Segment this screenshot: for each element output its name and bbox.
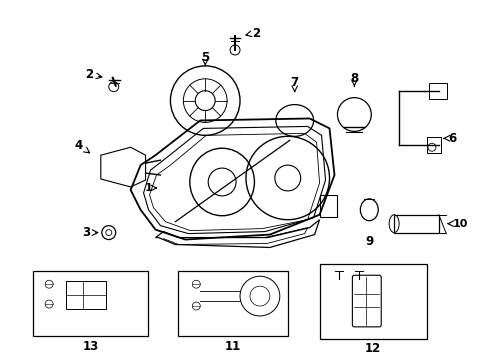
Text: 1: 1	[144, 183, 152, 193]
Text: 5: 5	[201, 51, 209, 64]
Bar	[319, 264, 426, 339]
Text: 2: 2	[84, 68, 93, 81]
Bar	[66, 281, 105, 309]
Text: 2: 2	[251, 27, 260, 40]
Bar	[428, 83, 446, 99]
Text: 7: 7	[290, 76, 298, 89]
Text: 10: 10	[452, 219, 468, 229]
Text: 11: 11	[224, 340, 241, 353]
Text: 3: 3	[81, 226, 90, 239]
Text: 9: 9	[365, 235, 373, 248]
Text: 8: 8	[349, 72, 358, 85]
Bar	[393, 215, 438, 233]
Bar	[319, 195, 337, 217]
Text: 6: 6	[448, 132, 456, 145]
Bar	[426, 137, 440, 153]
Text: 4: 4	[75, 139, 83, 152]
Bar	[178, 271, 287, 336]
Text: 13: 13	[82, 340, 99, 353]
Bar	[33, 271, 147, 336]
Text: 12: 12	[365, 342, 381, 355]
